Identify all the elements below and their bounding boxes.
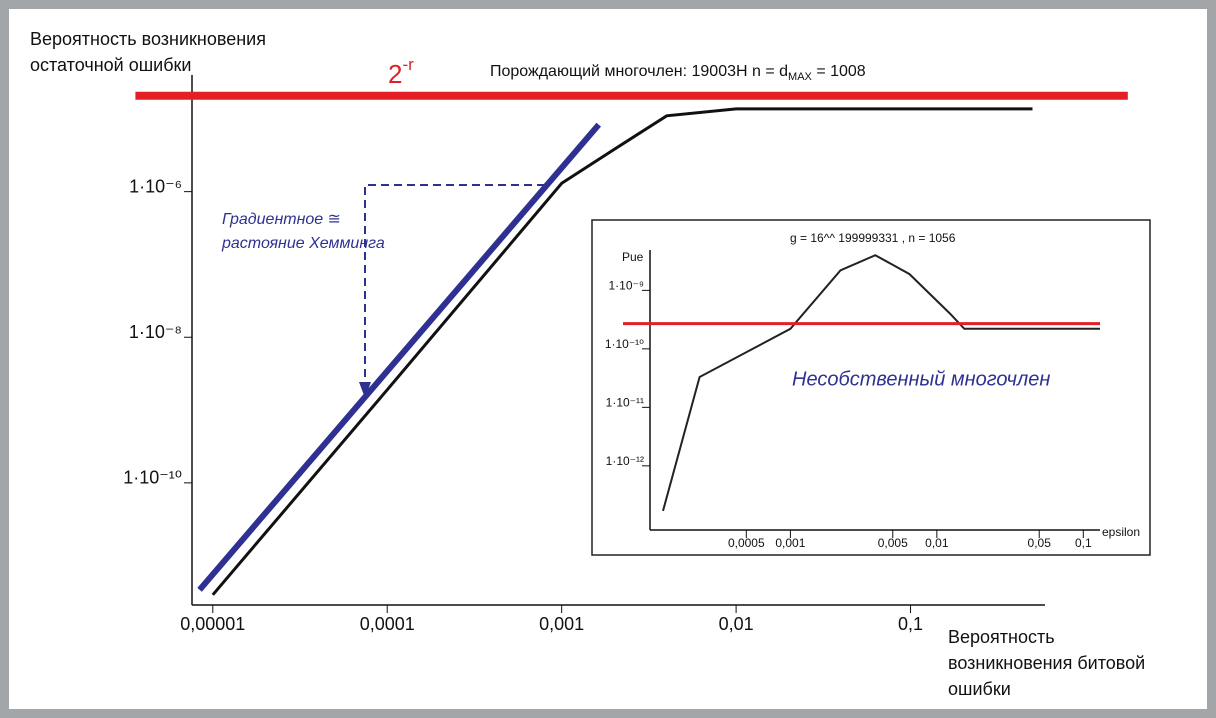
x-axis-label: ошибки: [948, 679, 1011, 699]
x-tick-label: 0,1: [898, 614, 923, 634]
inset-annotation: Несобственный многочлен: [792, 368, 1050, 390]
x-tick-label: 0,0005: [728, 536, 765, 550]
header-text: Порождающий многочлен: 19003H n = d: [490, 63, 788, 80]
x-tick-label: 0,01: [719, 614, 754, 634]
annotation: Градиентное ≅: [222, 211, 341, 228]
y-axis-label: Вероятность возникновения: [30, 29, 266, 49]
x-tick-label: 0,0001: [360, 614, 415, 634]
y-tick-label: 1·10⁻⁹: [609, 279, 645, 293]
arrowhead: [359, 382, 371, 398]
inset-frame: [591, 219, 1151, 556]
x-axis-label: Вероятность: [948, 627, 1055, 647]
red-label-base: 2: [388, 59, 402, 89]
series-line: [197, 122, 601, 592]
header-sub: MAX: [788, 71, 813, 83]
x-tick-label: 0,00001: [180, 614, 245, 634]
dashed-guide: [364, 184, 545, 385]
y-axis-label: остаточной ошибки: [30, 55, 191, 75]
inset-title: g = 16^^ 199999331 , n = 1056: [790, 231, 956, 245]
inset-y-label: Pue: [622, 250, 644, 264]
x-tick-label: 0,001: [539, 614, 584, 634]
header: Порождающий многочлен: 19003H n = dMAX =…: [490, 63, 866, 83]
x-tick-label: 0,1: [1075, 536, 1092, 550]
annotation: растояние Хемминга: [221, 235, 385, 252]
red-label-exp: -r: [402, 55, 414, 74]
y-tick-label: 1·10⁻¹⁰: [123, 468, 182, 488]
x-tick-label: 0,001: [775, 536, 805, 550]
y-tick-label: 1·10⁻⁸: [129, 322, 182, 342]
x-tick-label: 0,01: [925, 536, 949, 550]
series-line: [211, 107, 1033, 596]
y-tick-label: 1·10⁻¹¹: [606, 396, 644, 410]
y-tick-label: 1·10⁻¹²: [606, 454, 644, 468]
header-text: = 1008: [812, 63, 866, 80]
x-tick-label: 0,05: [1028, 536, 1052, 550]
y-tick-label: 1·10⁻⁶: [129, 176, 182, 196]
y-tick-label: 1·10⁻¹⁰: [605, 337, 644, 351]
red-label: 2-r: [388, 55, 414, 88]
x-axis-label: возникновения битовой: [948, 653, 1145, 673]
x-tick-label: 0,005: [878, 536, 908, 550]
inset-x-label: epsilon: [1102, 525, 1140, 539]
